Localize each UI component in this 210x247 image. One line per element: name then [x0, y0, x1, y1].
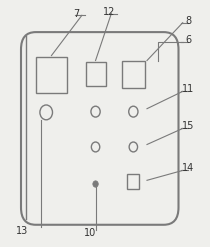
- Bar: [86, 62, 106, 86]
- Text: 7: 7: [74, 9, 80, 19]
- Bar: [36, 58, 67, 93]
- Text: 11: 11: [182, 84, 194, 94]
- Text: 13: 13: [16, 226, 28, 236]
- Bar: [127, 174, 139, 189]
- Text: 10: 10: [84, 228, 96, 238]
- FancyBboxPatch shape: [21, 32, 178, 225]
- Bar: [122, 61, 145, 88]
- Text: 8: 8: [185, 16, 191, 26]
- Text: 12: 12: [103, 7, 115, 17]
- Text: 14: 14: [182, 163, 194, 173]
- Text: 6: 6: [185, 35, 191, 44]
- Circle shape: [93, 181, 98, 187]
- Text: 15: 15: [182, 121, 194, 131]
